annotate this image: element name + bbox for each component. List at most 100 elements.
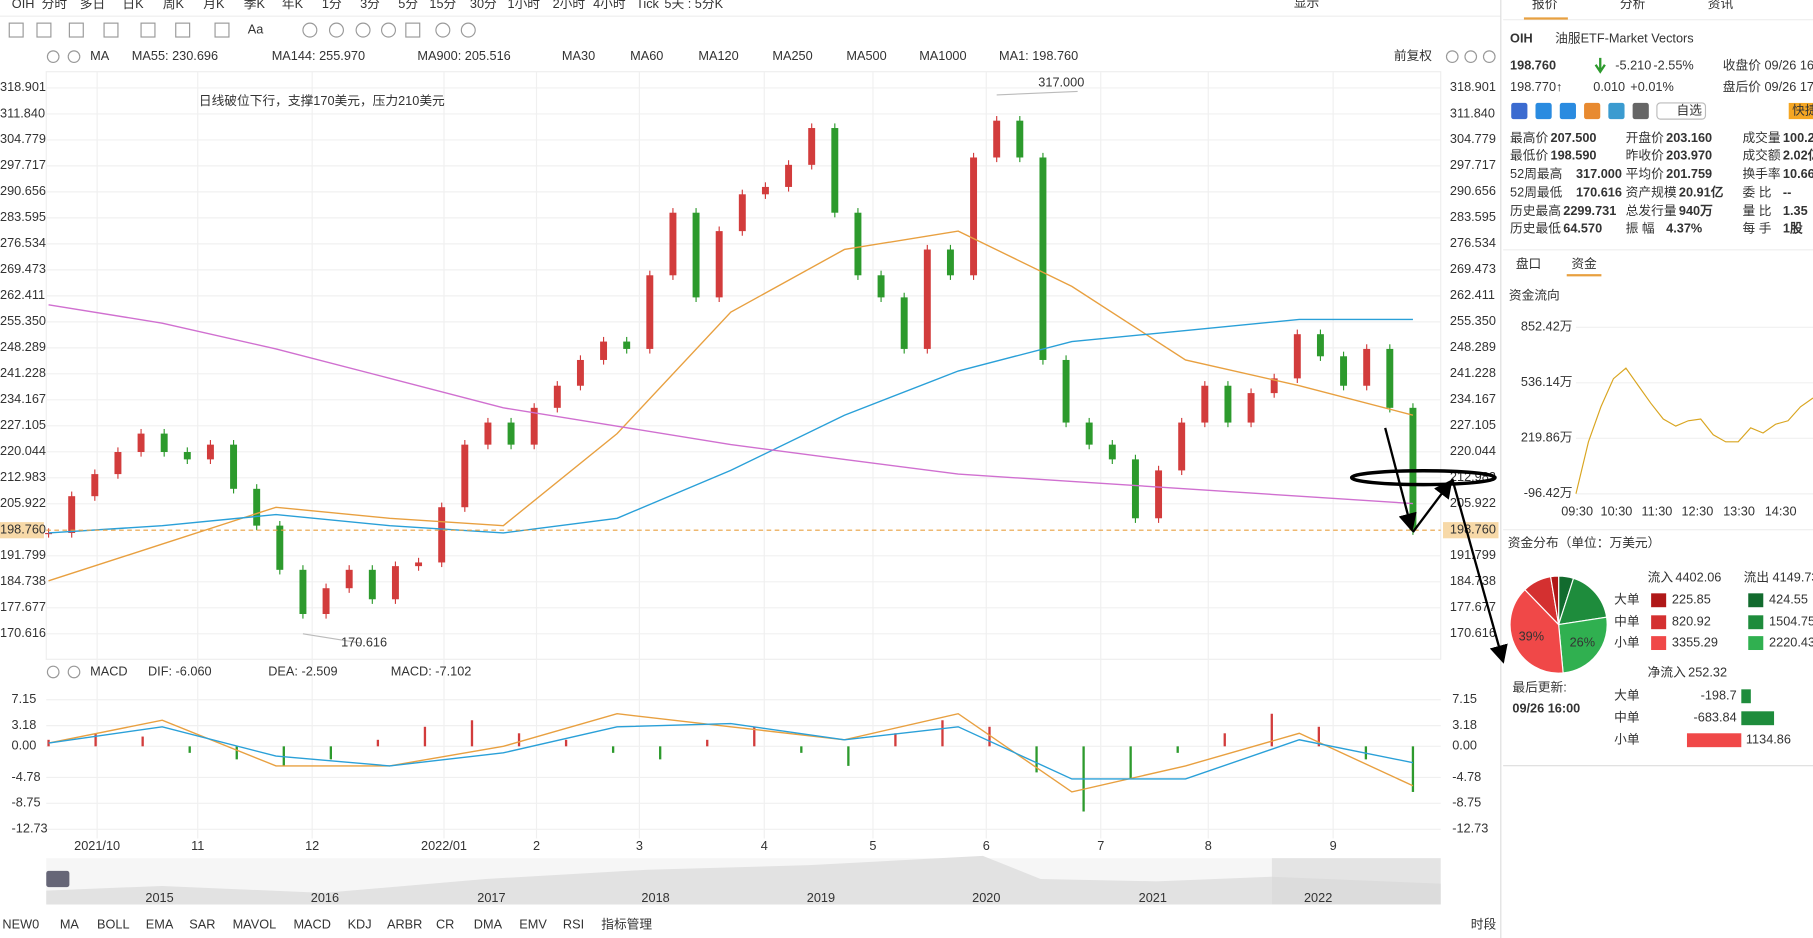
fast-button[interactable] bbox=[1788, 102, 1813, 120]
app-icon[interactable] bbox=[1535, 102, 1552, 120]
indicator-name: MACD bbox=[90, 663, 127, 678]
period-button[interactable]: 时段 bbox=[1471, 917, 1497, 932]
annotation: 日线破位下行，支撑170美元，压力210美元 bbox=[199, 93, 445, 108]
ma-legend: MA500 bbox=[846, 48, 886, 63]
y-tick-label: 276.534 bbox=[0, 235, 46, 250]
indicator-tab[interactable]: MA bbox=[60, 917, 80, 932]
adjust-mode[interactable]: 前复权 bbox=[1394, 48, 1432, 63]
y-tick-label: 212.983 bbox=[0, 469, 46, 484]
flow-y-label: 852.42万 bbox=[1521, 319, 1573, 334]
period-tab[interactable]: 季K bbox=[244, 0, 266, 11]
period-tab[interactable]: 日K bbox=[122, 0, 144, 11]
candle bbox=[900, 297, 908, 349]
candle bbox=[438, 507, 446, 563]
period-tab[interactable]: 30分 bbox=[470, 0, 497, 11]
candle bbox=[831, 128, 839, 213]
watch-button[interactable] bbox=[1656, 102, 1707, 120]
ma-line bbox=[48, 230, 1414, 582]
sub-tab[interactable]: 资金 bbox=[1571, 256, 1597, 271]
indicator-tab[interactable]: BOLL bbox=[97, 917, 130, 932]
period-tab[interactable]: 1分 bbox=[322, 0, 342, 11]
period-tab[interactable]: 5天 : 5分K bbox=[664, 0, 723, 11]
period-tab[interactable]: 月K bbox=[203, 0, 225, 11]
candle bbox=[970, 157, 978, 276]
sub-tab[interactable]: 盘口 bbox=[1516, 256, 1541, 271]
indicator-tab[interactable]: SAR bbox=[189, 917, 215, 932]
panel-tab[interactable]: 资讯 bbox=[1708, 0, 1734, 11]
last-price-label: 198.760 bbox=[1450, 522, 1496, 537]
indicator-tab[interactable]: KDJ bbox=[348, 917, 372, 932]
y-tick-label: 283.595 bbox=[1450, 209, 1496, 224]
quote-name: 油服ETF-Market Vectors bbox=[1555, 31, 1693, 46]
app-icon[interactable] bbox=[1608, 102, 1625, 120]
y-tick-label: 283.595 bbox=[0, 209, 46, 224]
candle bbox=[553, 385, 561, 408]
period-tab[interactable]: 5分 bbox=[398, 0, 418, 11]
y-tick-label: 191.799 bbox=[0, 547, 46, 562]
indicator-tab[interactable]: NEW0 bbox=[2, 917, 39, 932]
period-tab[interactable]: Tick bbox=[636, 0, 659, 11]
font-tool[interactable]: Aa bbox=[248, 21, 264, 36]
indicator-tab[interactable]: CR bbox=[436, 917, 454, 932]
stat-label: 换手率 bbox=[1742, 166, 1780, 181]
stat-label: 最高价 bbox=[1510, 130, 1548, 145]
x-tick-label: 4 bbox=[761, 838, 768, 853]
net-value: 252.32 bbox=[1688, 664, 1727, 679]
y-tick-label: 304.779 bbox=[0, 131, 46, 146]
indicator-tab[interactable]: MACD bbox=[293, 917, 330, 932]
app-icon[interactable] bbox=[1632, 102, 1649, 120]
y-tick-label: 297.717 bbox=[0, 157, 46, 172]
indicator-name: MA bbox=[90, 48, 110, 63]
indicator-tab[interactable]: MAVOL bbox=[233, 917, 277, 932]
period-tab[interactable]: 1小时 bbox=[508, 0, 541, 11]
pie-slice bbox=[1557, 577, 1608, 626]
flow-y-label: -96.42万 bbox=[1524, 485, 1573, 500]
indicator-tab[interactable]: EMA bbox=[146, 917, 174, 932]
y-tick-label: 262.411 bbox=[0, 287, 45, 302]
panel-tab[interactable]: 分析 bbox=[1620, 0, 1646, 11]
overview-handle[interactable] bbox=[46, 870, 70, 888]
y-tick-label: 205.922 bbox=[0, 495, 46, 510]
candle bbox=[507, 422, 515, 445]
app-icon[interactable] bbox=[1584, 102, 1601, 120]
period-tab[interactable]: 周K bbox=[163, 0, 185, 11]
candle bbox=[669, 212, 677, 276]
display-menu[interactable]: 显示 bbox=[1294, 0, 1319, 10]
candle bbox=[993, 120, 1001, 158]
indicator-tab[interactable]: EMV bbox=[519, 917, 547, 932]
x-tick-label: 2022/01 bbox=[421, 838, 467, 853]
stat-label: 每 手 bbox=[1742, 220, 1771, 235]
candle bbox=[1340, 356, 1348, 386]
period-tab[interactable]: 多日 bbox=[80, 0, 105, 11]
stat-value: 4.37% bbox=[1666, 220, 1702, 235]
flow-y-label: 536.14万 bbox=[1521, 374, 1573, 389]
row-name: 小单 bbox=[1614, 732, 1640, 747]
candle bbox=[1316, 334, 1324, 357]
y-tick-label: 276.534 bbox=[1450, 235, 1496, 250]
period-tab[interactable]: 4小时 bbox=[593, 0, 626, 11]
y-tick-label: -8.75 bbox=[12, 795, 41, 810]
indicator-tab[interactable]: ARBR bbox=[387, 917, 422, 932]
candle bbox=[345, 569, 353, 589]
flow-time: 14:30 bbox=[1765, 504, 1797, 519]
candle bbox=[1201, 385, 1209, 423]
out-value: 424.55 bbox=[1769, 592, 1808, 607]
indicator-manage[interactable]: 指标管理 bbox=[601, 917, 652, 932]
period-tab[interactable]: 2小时 bbox=[553, 0, 586, 11]
stat-label: 总发行量 bbox=[1626, 203, 1677, 218]
panel-tab[interactable]: 报价 bbox=[1532, 0, 1558, 11]
row-name: 小单 bbox=[1614, 634, 1640, 649]
user-annotation bbox=[1349, 427, 1508, 664]
indicator-tab[interactable]: RSI bbox=[563, 917, 584, 932]
period-tab[interactable]: 年K bbox=[282, 0, 304, 11]
indicator-tab[interactable]: DMA bbox=[474, 917, 503, 932]
y-tick-label: 170.616 bbox=[1450, 625, 1496, 640]
candle bbox=[530, 407, 538, 445]
app-icon[interactable] bbox=[1511, 102, 1528, 120]
period-tab[interactable]: 3分 bbox=[360, 0, 380, 11]
period-tab[interactable]: 15分 bbox=[429, 0, 456, 11]
app-icon[interactable] bbox=[1559, 102, 1576, 120]
period-tab[interactable]: 分时 bbox=[42, 0, 68, 11]
ma-legend: MA60 bbox=[630, 48, 663, 63]
flow-y-label: 219.86万 bbox=[1521, 430, 1573, 445]
